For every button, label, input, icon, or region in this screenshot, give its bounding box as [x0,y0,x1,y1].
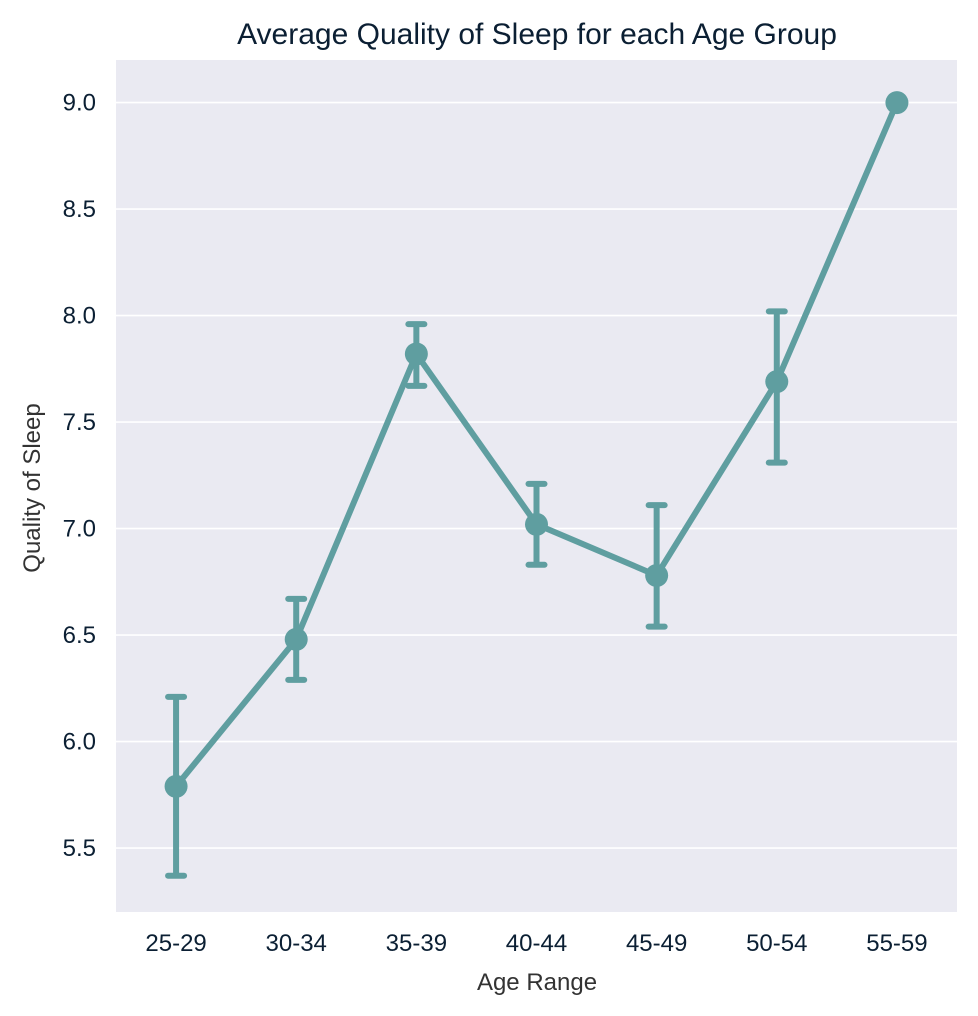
data-point [404,342,428,366]
data-point [284,627,308,651]
x-axis-label: Age Range [477,969,597,996]
x-tick-label: 25-29 [145,930,206,957]
data-point [765,370,789,394]
data-point [525,512,548,536]
y-tick-label: 8.0 [63,303,96,330]
data-point [885,91,909,115]
y-tick-labels: 5.5 6.0 6.5 7.0 7.5 8.0 8.5 9.0 [63,90,96,862]
x-tick-label: 40-44 [506,930,567,957]
y-tick-label: 8.5 [63,196,96,223]
x-tick-label: 45-49 [626,930,687,957]
x-tick-label: 55-59 [866,930,927,957]
x-tick-label: 50-54 [746,930,807,957]
y-tick-label: 5.5 [63,835,96,862]
data-point [164,774,188,798]
y-tick-label: 7.5 [63,409,96,436]
x-tick-label: 35-39 [386,930,447,957]
chart-title: Average Quality of Sleep for each Age Gr… [237,18,837,51]
y-tick-label: 6.5 [63,622,96,649]
data-point [645,563,669,587]
x-tick-labels: 25-29 30-34 35-39 40-44 45-49 50-54 55-59 [145,930,927,957]
x-tick-label: 30-34 [266,930,327,957]
y-axis-label: Quality of Sleep [19,403,46,572]
series-layer [164,91,909,879]
y-tick-label: 7.0 [63,516,96,543]
grid-lines [116,101,957,849]
y-tick-label: 9.0 [63,90,96,117]
y-tick-label: 6.0 [63,729,96,756]
